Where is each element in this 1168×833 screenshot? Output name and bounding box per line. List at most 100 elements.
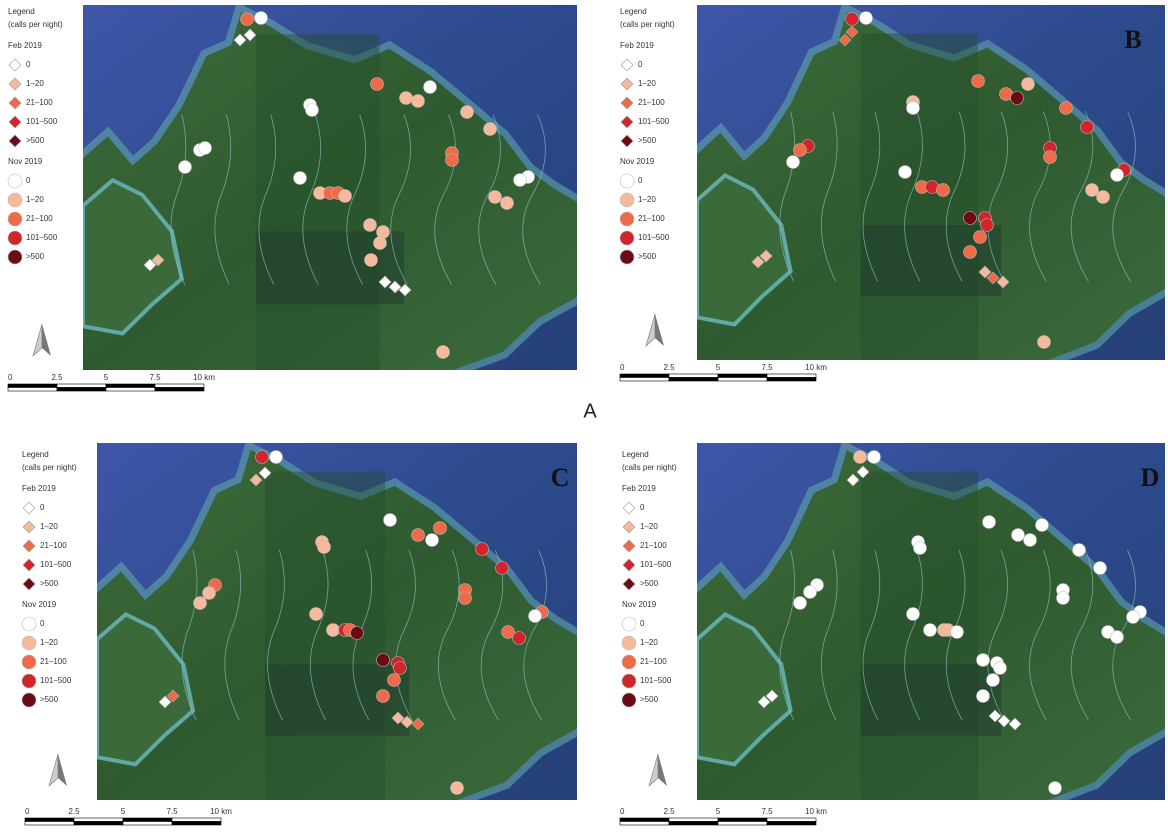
legend-title: Legend xyxy=(622,450,649,459)
legend-label: 101–500 xyxy=(638,117,670,126)
nov-site xyxy=(1057,592,1070,605)
legend-diamond xyxy=(23,559,35,571)
scale-label: 7.5 xyxy=(761,363,773,372)
legend-group: Nov 2019 xyxy=(8,157,43,166)
nov-site xyxy=(484,123,497,136)
scale-label: 5 xyxy=(121,807,126,816)
legend-diamond xyxy=(9,135,21,147)
nov-site xyxy=(514,174,527,187)
legend-circle xyxy=(620,212,634,226)
nov-site xyxy=(787,156,800,169)
scale-segment xyxy=(8,388,57,392)
legend-label: 21–100 xyxy=(26,98,53,107)
legend-label: 0 xyxy=(638,176,643,185)
legend-circle xyxy=(622,617,636,631)
nov-site xyxy=(924,624,937,637)
scale-label: 2.5 xyxy=(663,363,675,372)
north-arrow xyxy=(49,754,58,786)
nov-site xyxy=(977,654,990,667)
legend-circle xyxy=(622,693,636,707)
tile xyxy=(861,33,978,360)
legend-group: Feb 2019 xyxy=(622,484,656,493)
nov-site xyxy=(1049,782,1062,795)
scale-segment xyxy=(767,818,816,822)
scale-label: 2.5 xyxy=(51,373,63,382)
nov-site xyxy=(255,12,268,25)
legend-label: 21–100 xyxy=(638,98,665,107)
nov-site xyxy=(1022,78,1035,91)
nov-site xyxy=(1038,336,1051,349)
nov-site xyxy=(994,662,1007,675)
legend-title: Legend xyxy=(620,7,647,16)
legend-label: 1–20 xyxy=(638,79,656,88)
legend-label: 101–500 xyxy=(638,233,670,242)
nov-site xyxy=(860,12,873,25)
nov-site xyxy=(501,197,514,210)
legend-label: >500 xyxy=(638,252,657,261)
scale-segment xyxy=(123,818,172,822)
map xyxy=(97,443,577,800)
legend-label: 0 xyxy=(640,503,645,512)
scale-label: 7.5 xyxy=(761,807,773,816)
legend-diamond xyxy=(9,116,21,128)
scale-segment xyxy=(25,822,74,826)
nov-site xyxy=(318,541,331,554)
nov-site xyxy=(1036,519,1049,532)
nov-site xyxy=(327,624,340,637)
nov-site xyxy=(1073,544,1086,557)
legend-label: 1–20 xyxy=(640,522,658,531)
nov-site xyxy=(1127,611,1140,624)
nov-site xyxy=(987,674,1000,687)
legend-subtitle: (calls per night) xyxy=(8,20,63,29)
scale-segment xyxy=(172,818,221,822)
legend-label: 101–500 xyxy=(40,560,72,569)
legend-label: 0 xyxy=(40,619,45,628)
nov-site xyxy=(1024,534,1037,547)
scale-segment xyxy=(155,384,204,388)
scale-label: 0 xyxy=(25,807,30,816)
nov-site xyxy=(461,106,474,119)
legend-label: 21–100 xyxy=(640,541,667,550)
legend-subtitle: (calls per night) xyxy=(620,20,675,29)
legend-circle xyxy=(22,674,36,688)
figure-label: A xyxy=(583,400,597,422)
legend-label: 0 xyxy=(640,619,645,628)
nov-site xyxy=(424,81,437,94)
nov-site xyxy=(496,562,509,575)
legend-circle xyxy=(622,674,636,688)
nov-site xyxy=(364,219,377,232)
nov-site xyxy=(394,662,407,675)
legend-circle xyxy=(620,250,634,264)
legend-label: 1–20 xyxy=(640,638,658,647)
scale-segment xyxy=(620,378,669,382)
legend-group: Feb 2019 xyxy=(22,484,56,493)
nov-site xyxy=(937,184,950,197)
nov-site xyxy=(476,543,489,556)
legend-group: Nov 2019 xyxy=(620,157,655,166)
north-arrow xyxy=(655,314,664,346)
nov-site xyxy=(426,534,439,547)
scale-segment xyxy=(8,384,57,388)
scale-label: 5 xyxy=(104,373,109,382)
scale-label: 7.5 xyxy=(166,807,178,816)
nov-site xyxy=(974,231,987,244)
scale-segment xyxy=(620,374,669,378)
scale-segment xyxy=(106,388,155,392)
scale-segment xyxy=(718,822,767,826)
legend-diamond xyxy=(621,116,633,128)
legend-label: 0 xyxy=(26,176,31,185)
north-arrow xyxy=(649,754,658,786)
nov-site xyxy=(529,610,542,623)
scale-segment xyxy=(718,374,767,378)
legend-diamond xyxy=(623,502,635,514)
legend-label: 21–100 xyxy=(26,214,53,223)
legend-label: 0 xyxy=(26,60,31,69)
nov-site xyxy=(907,102,920,115)
scale-label: 2.5 xyxy=(68,807,80,816)
legend-label: 1–20 xyxy=(638,195,656,204)
nov-site xyxy=(294,172,307,185)
legend-label: 101–500 xyxy=(640,560,672,569)
scale-segment xyxy=(620,822,669,826)
map-panel: BLegend(calls per night)Feb 201901–2021–… xyxy=(620,5,1165,381)
scale-label: 5 xyxy=(716,807,721,816)
